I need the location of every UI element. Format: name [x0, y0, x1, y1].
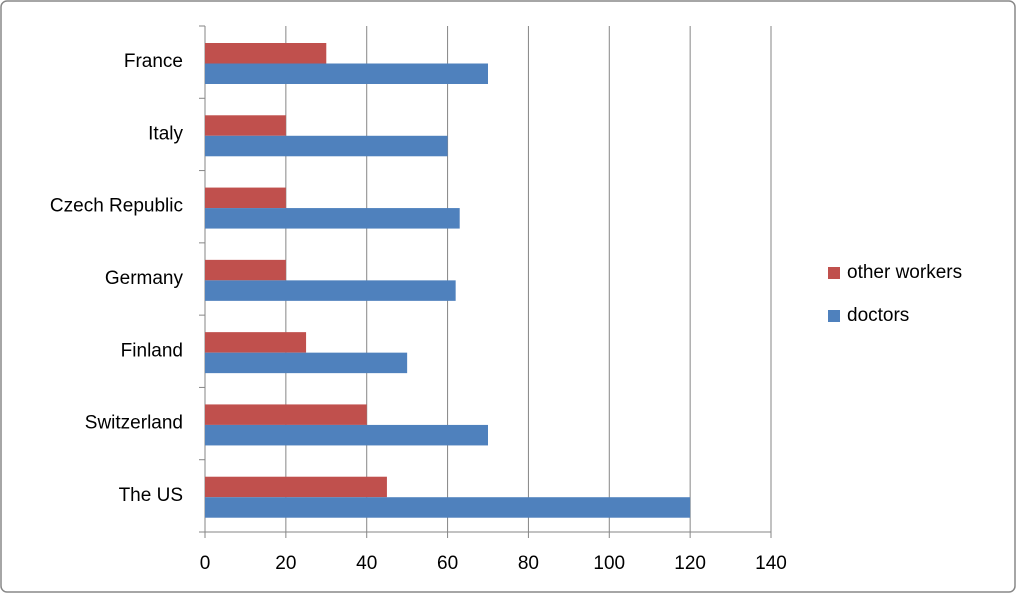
bar	[205, 187, 286, 209]
legend-swatch	[828, 267, 840, 279]
x-tick-label: 80	[518, 553, 539, 574]
bar	[205, 208, 460, 229]
x-tick-label: 100	[593, 553, 625, 574]
y-tick-label: The US	[119, 485, 183, 506]
x-tick-label: 20	[275, 553, 296, 574]
y-tick-label: Germany	[105, 268, 184, 289]
bar	[205, 424, 488, 446]
bar	[205, 115, 286, 136]
bar	[205, 259, 286, 281]
legend-label: doctors	[847, 305, 909, 326]
bar	[205, 135, 448, 157]
y-tick-label: Czech Republic	[50, 196, 183, 217]
bar	[205, 476, 387, 498]
y-tick-label: France	[124, 51, 183, 72]
y-tick-label: Finland	[121, 340, 183, 361]
legend-swatch	[828, 310, 840, 322]
y-tick-label: Switzerland	[85, 413, 183, 434]
bar	[205, 404, 367, 425]
bar	[205, 497, 691, 518]
x-tick-label: 120	[674, 553, 706, 574]
bar	[205, 43, 327, 64]
bar	[205, 63, 488, 84]
x-tick-label: 0	[200, 553, 211, 574]
x-tick-label: 140	[755, 553, 787, 574]
y-tick-label: Italy	[148, 123, 183, 144]
bar	[205, 332, 307, 353]
bar	[205, 352, 408, 374]
bar	[205, 280, 456, 301]
x-tick-label: 40	[356, 553, 377, 574]
x-tick-label: 60	[437, 553, 458, 574]
legend-label: other workers	[847, 262, 962, 283]
